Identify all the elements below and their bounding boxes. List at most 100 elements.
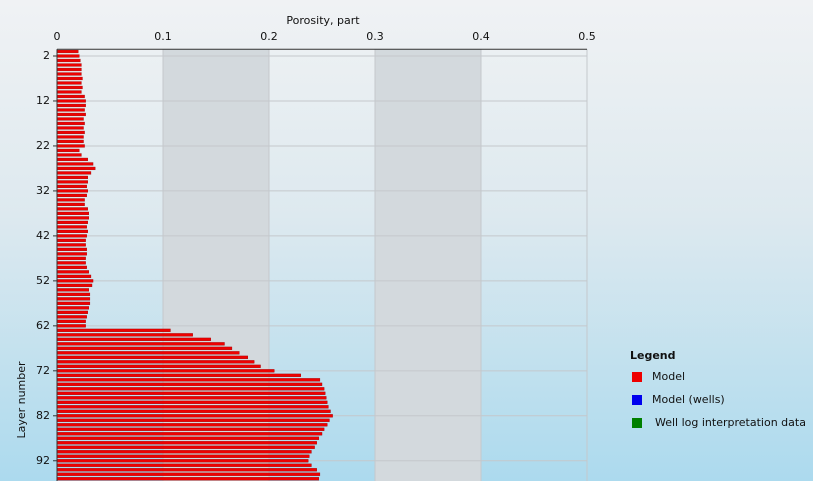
bar (56, 297, 91, 301)
bar (56, 112, 86, 117)
bar (56, 135, 84, 139)
bar (56, 477, 320, 481)
bar (56, 90, 82, 94)
bar (56, 216, 89, 220)
y-tick-label: 22 (36, 139, 50, 152)
bar (56, 189, 88, 193)
bar (56, 292, 91, 296)
bar (56, 193, 87, 198)
y-axis-title: Layer number (15, 361, 28, 439)
x-axis-title: Porosity, part (286, 14, 360, 27)
bar (56, 220, 88, 224)
y-tick-label: 2 (43, 49, 50, 62)
bar (56, 396, 327, 400)
bar (56, 409, 331, 413)
bar (56, 157, 88, 162)
bar (56, 414, 333, 418)
bar (56, 184, 87, 189)
bar (56, 180, 88, 184)
x-tick-label: 0.4 (472, 30, 490, 43)
bar (56, 337, 211, 341)
bar (56, 472, 321, 476)
legend-title: Legend (630, 349, 676, 362)
bar (56, 144, 85, 148)
bar (56, 202, 85, 207)
bar (56, 85, 83, 90)
y-tick-label: 52 (36, 274, 50, 287)
bar (56, 364, 261, 368)
bar (56, 378, 321, 382)
y-tick-label: 32 (36, 184, 50, 197)
x-tick-label: 0.1 (154, 30, 172, 43)
y-tick-label: 72 (36, 364, 50, 377)
bar (56, 117, 84, 121)
bar (56, 130, 85, 135)
bar (56, 207, 88, 211)
bar (56, 283, 93, 287)
bar (56, 58, 81, 63)
bar (56, 247, 87, 251)
bar (56, 252, 87, 256)
bar (56, 243, 86, 247)
bar (56, 229, 88, 233)
bar (56, 423, 328, 427)
bar (56, 360, 255, 364)
bar (56, 382, 323, 386)
bar (56, 463, 312, 467)
bar (56, 454, 310, 458)
bar (56, 139, 84, 144)
bar (56, 468, 317, 472)
bar (56, 391, 326, 395)
bar (56, 387, 325, 391)
bar (56, 445, 315, 449)
bar (56, 81, 82, 85)
y-tick-label: 42 (36, 229, 50, 242)
legend-label: Well log interpretation data (655, 416, 806, 429)
y-tick-label: 82 (36, 409, 50, 422)
bar (56, 211, 89, 215)
bar (56, 315, 87, 319)
bar (56, 76, 83, 81)
y-tick-label: 62 (36, 319, 50, 332)
bar (56, 265, 87, 269)
legend-label: Model (wells) (652, 393, 725, 406)
y-tick-label: 12 (36, 94, 50, 107)
bar (56, 166, 96, 171)
bar (56, 225, 87, 229)
bar (56, 175, 88, 180)
grid-band (163, 49, 269, 481)
x-tick-label: 0.2 (260, 30, 278, 43)
x-tick-label: 0 (54, 30, 61, 43)
x-tick-label: 0.5 (578, 30, 596, 43)
bar (56, 306, 89, 310)
bar (56, 99, 86, 103)
bar (56, 333, 193, 337)
bar (56, 427, 325, 431)
bar (56, 72, 82, 76)
bar (56, 126, 84, 130)
bar (56, 351, 240, 355)
bar (56, 459, 309, 463)
bar (56, 310, 88, 314)
bar (56, 405, 329, 409)
y-tick-label: 92 (36, 454, 50, 467)
bar (56, 342, 225, 346)
x-tick-label: 0.3 (366, 30, 384, 43)
bar (56, 274, 92, 278)
bar (56, 67, 82, 72)
bar (56, 355, 249, 359)
bar (56, 256, 86, 260)
bar (56, 108, 85, 112)
bar (56, 270, 89, 274)
bar (56, 432, 323, 436)
bar (56, 171, 92, 175)
legend-swatch (632, 372, 642, 382)
bar (56, 54, 80, 58)
bar (56, 328, 171, 332)
grid-band (375, 49, 481, 481)
bar (56, 49, 79, 54)
bar (56, 162, 94, 166)
bar (56, 198, 85, 202)
